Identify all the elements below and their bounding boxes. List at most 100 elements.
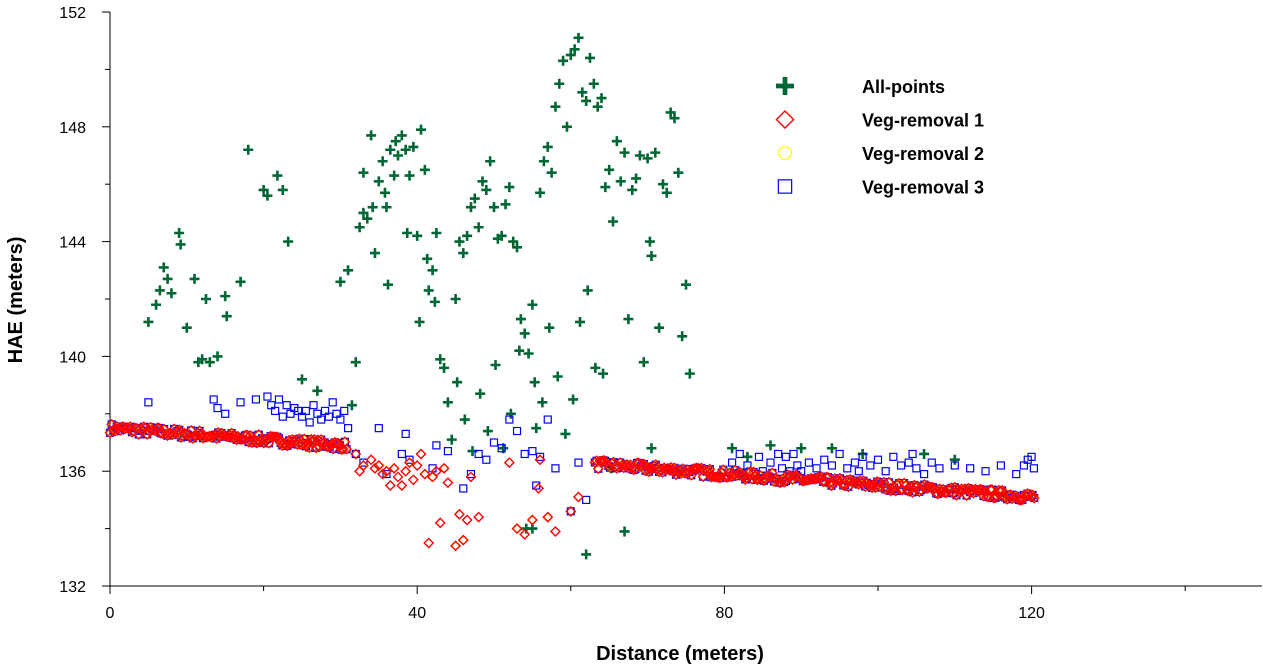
circle-point — [459, 536, 468, 545]
y-tick-label: 136 — [59, 464, 86, 481]
plus-point — [619, 147, 630, 158]
y-tick-label: 132 — [59, 579, 86, 596]
plus-point — [369, 248, 380, 259]
plus-point — [588, 78, 599, 89]
diamond-point — [227, 432, 239, 444]
legend-label: Veg-removal 1 — [862, 111, 984, 131]
square-point — [535, 452, 545, 461]
diamond-point — [369, 462, 381, 474]
plus-point — [560, 428, 571, 439]
diamond-point — [461, 514, 473, 526]
square-point — [405, 455, 414, 464]
plus-point — [765, 440, 776, 451]
square-point — [804, 458, 813, 467]
circle-point — [342, 445, 351, 454]
diamond-point — [549, 525, 561, 537]
plus-point — [581, 549, 592, 560]
plus-point — [162, 273, 173, 284]
square-point — [820, 455, 829, 464]
plus-point — [519, 328, 530, 339]
diamond-point — [748, 466, 760, 478]
plus-point — [826, 443, 837, 454]
diamond-point — [934, 483, 946, 495]
circle-point — [594, 464, 603, 473]
diamond-point — [388, 462, 400, 474]
diamond-point — [859, 480, 871, 492]
legend-label: Veg-removal 2 — [862, 144, 984, 164]
plus-point — [350, 357, 361, 368]
plus-point — [362, 213, 373, 224]
legend-item: Veg-removal 2 — [778, 144, 984, 164]
plus-point — [558, 55, 569, 66]
square-point — [850, 458, 860, 467]
diamond-point — [930, 487, 942, 499]
diamond-point — [377, 468, 389, 480]
square-point — [1029, 464, 1039, 473]
plus-point — [561, 121, 572, 132]
circle-point — [420, 470, 429, 479]
square-point — [896, 461, 906, 470]
square-point — [774, 449, 783, 459]
plus-point — [469, 193, 480, 204]
plus-point — [204, 357, 215, 368]
diamond-point — [981, 491, 993, 503]
square-point — [566, 507, 575, 516]
diamond-point — [951, 489, 962, 501]
diamond-point — [396, 480, 408, 492]
plus-point — [354, 222, 365, 233]
diamond-point — [526, 514, 538, 526]
plus-point — [477, 176, 488, 187]
x-tick-label: 120 — [1018, 605, 1045, 622]
plus-point — [385, 144, 396, 155]
plus-point — [577, 87, 588, 98]
plus-point — [390, 136, 401, 147]
square-point — [1027, 452, 1036, 461]
square-point — [904, 458, 913, 467]
square-point — [251, 395, 261, 404]
legend-label: All-points — [862, 77, 945, 97]
plus-point — [452, 377, 463, 388]
diamond-point — [473, 511, 485, 523]
plus-point — [727, 443, 738, 454]
plus-point — [358, 167, 369, 178]
diamond-point — [104, 427, 116, 439]
diamond-point — [106, 418, 118, 430]
plus-point — [590, 362, 601, 373]
legend-item: All-points — [776, 77, 945, 97]
square-point — [309, 401, 318, 410]
diamond-point — [665, 462, 677, 474]
series-veg-removal-1 — [104, 418, 1040, 552]
square-point — [727, 458, 737, 467]
plus-point — [423, 285, 434, 296]
plus-point — [500, 199, 511, 210]
diamond-point — [592, 463, 604, 475]
plus-point — [677, 331, 688, 342]
square-point — [301, 406, 310, 416]
diamond-point — [350, 448, 362, 460]
plus-point — [465, 202, 476, 213]
square-point — [866, 461, 875, 470]
plus-point — [414, 316, 425, 327]
diamond-point — [650, 459, 662, 471]
diamond-point — [434, 517, 446, 529]
plus-point — [458, 248, 469, 259]
plus-point — [482, 426, 493, 437]
plus-point — [673, 167, 684, 178]
square-point — [271, 406, 280, 416]
diamond-point — [392, 471, 404, 483]
plus-point — [531, 423, 542, 434]
diamond-point — [384, 480, 396, 492]
plus-point — [535, 187, 546, 198]
circle-point — [513, 524, 521, 533]
plus-point — [598, 368, 609, 379]
circle-point — [451, 541, 460, 550]
square-point — [754, 452, 764, 461]
legend-item: Veg-removal 3 — [777, 178, 984, 198]
square-point — [789, 449, 798, 459]
plus-point — [181, 322, 192, 333]
plus-point — [608, 216, 619, 227]
square-point — [497, 444, 506, 453]
diamond-point — [760, 473, 772, 485]
plus-point — [615, 176, 626, 187]
